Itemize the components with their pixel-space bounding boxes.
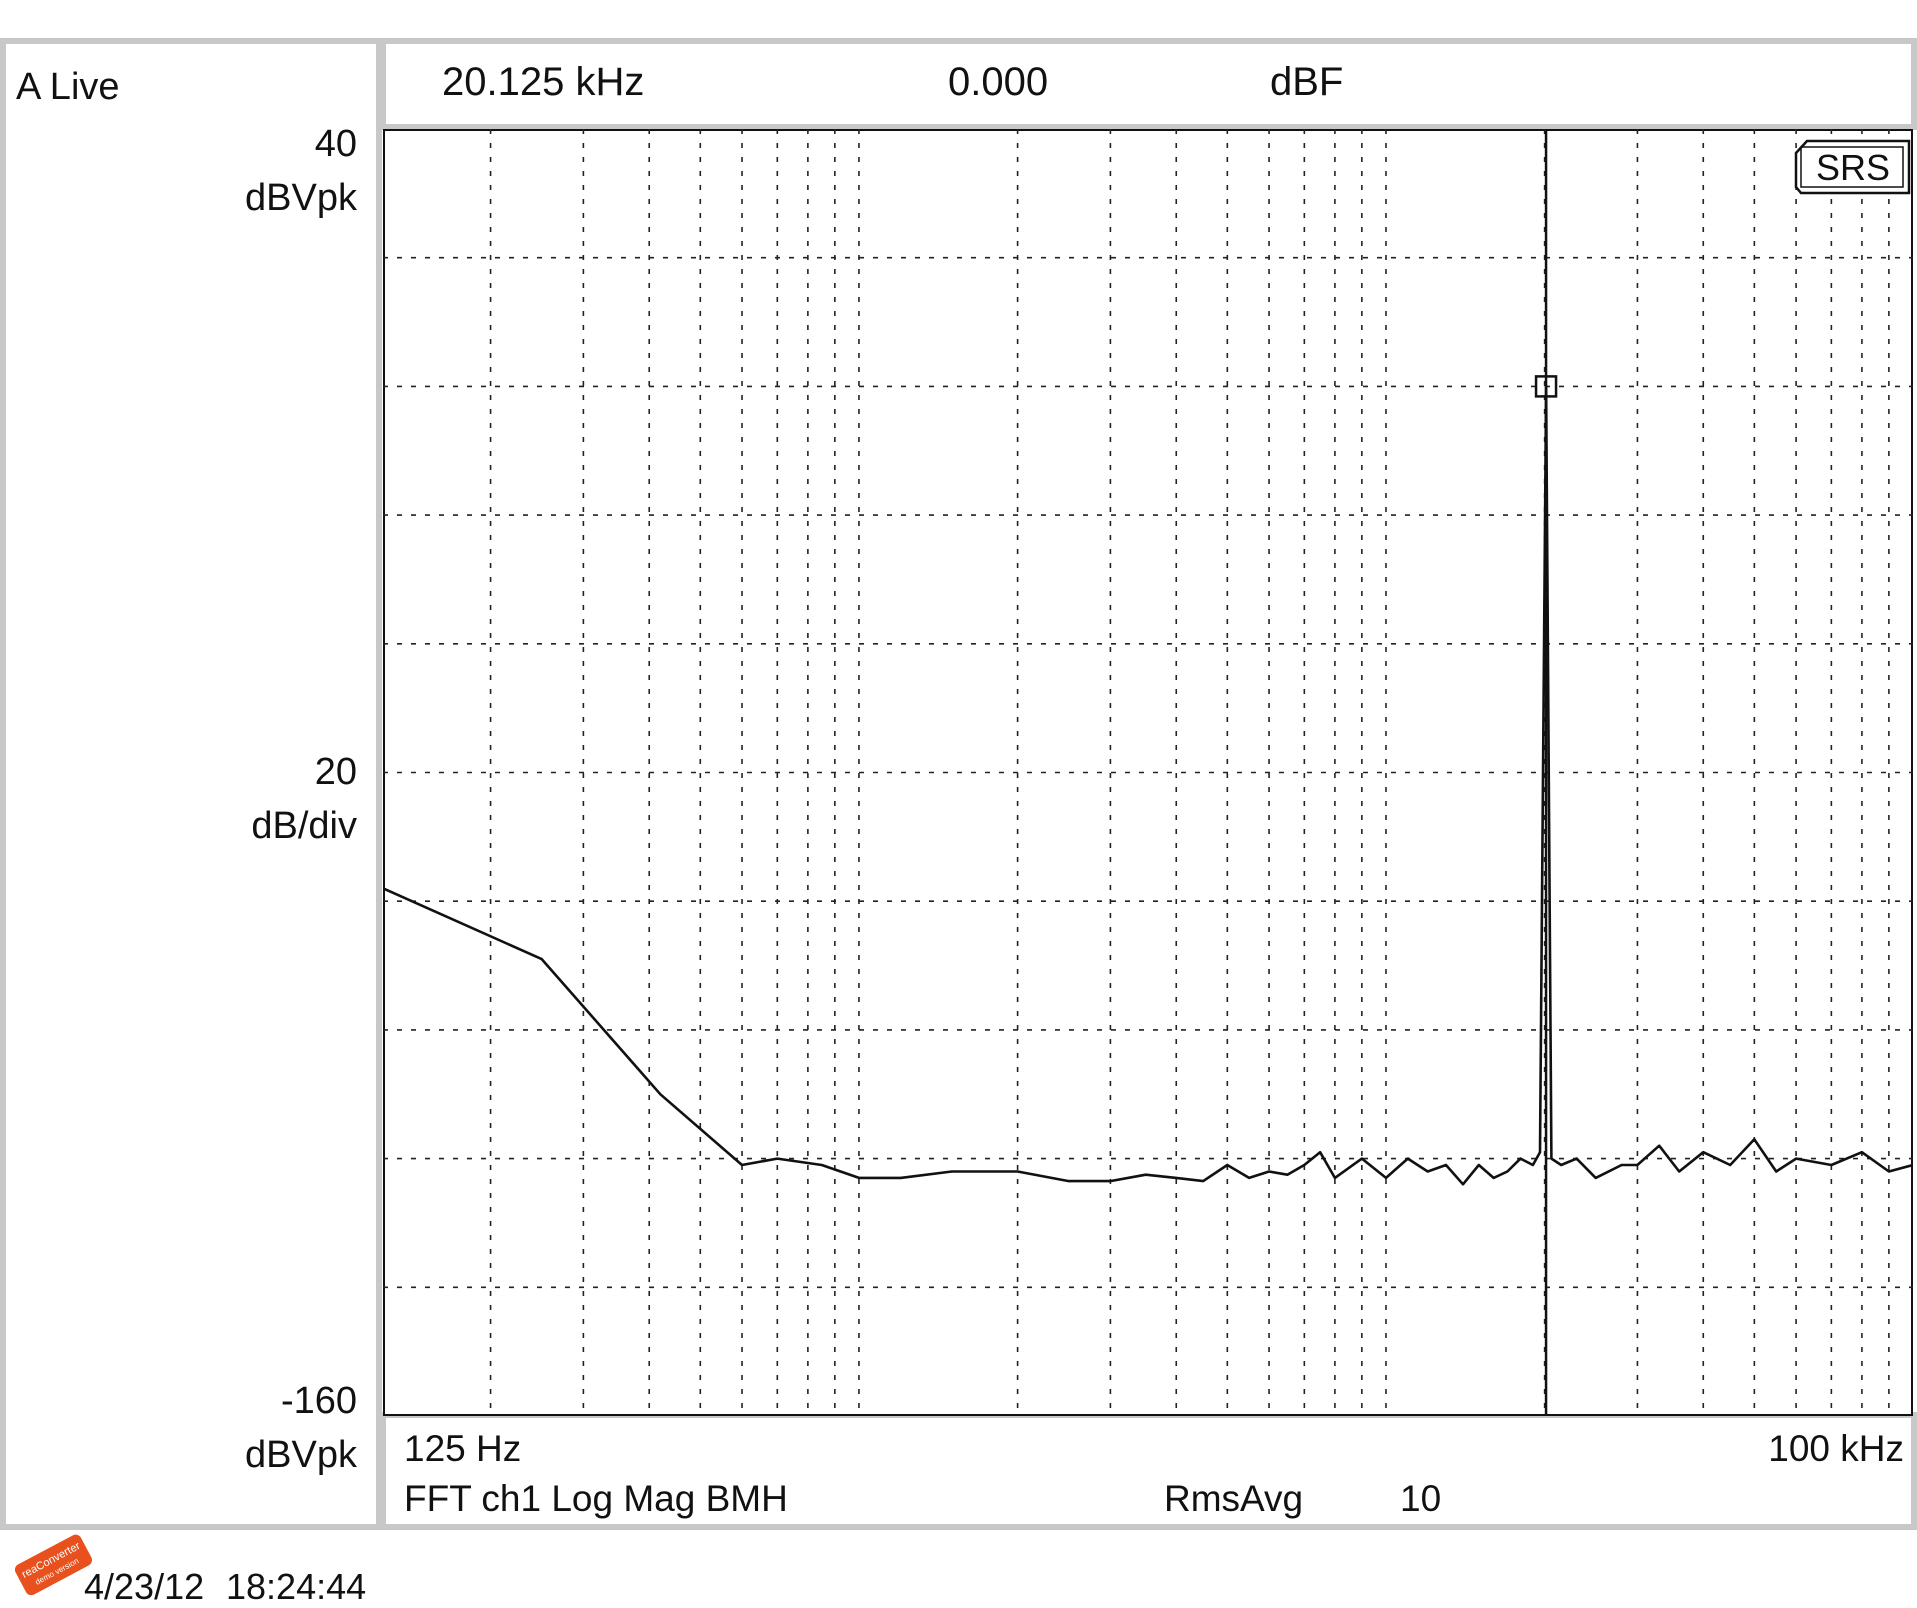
spectrum-plot: SRS bbox=[383, 129, 1913, 1416]
srs-logo: SRS bbox=[1794, 139, 1911, 195]
timestamp-time: 18:24:44 bbox=[226, 1566, 367, 1607]
y-axis-scale-value: 20 bbox=[314, 751, 357, 793]
timestamp-date: 4/23/12 bbox=[84, 1566, 205, 1607]
averaging-label: RmsAvg bbox=[1164, 1478, 1304, 1519]
marker-value: 0.000 bbox=[948, 60, 1049, 104]
x-axis-start: 125 Hz bbox=[404, 1428, 522, 1469]
plot-border bbox=[383, 129, 1913, 1416]
window-title: A Live bbox=[16, 66, 120, 108]
left-panel bbox=[0, 38, 382, 1530]
y-axis-top-value: 40 bbox=[314, 123, 357, 165]
x-axis-end: 100 kHz bbox=[1768, 1428, 1904, 1469]
y-axis-bottom-unit: dBVpk bbox=[245, 1434, 357, 1476]
marker-readout-bar bbox=[380, 38, 1917, 130]
spectrum-trace bbox=[383, 385, 1913, 1186]
averaging-count: 10 bbox=[1400, 1478, 1442, 1519]
marker-unit: dBF bbox=[1270, 60, 1344, 104]
y-axis-scale-unit: dB/div bbox=[251, 805, 357, 847]
marker-frequency: 20.125 kHz bbox=[442, 60, 645, 104]
y-axis-bottom-value: -160 bbox=[280, 1380, 357, 1422]
srs-logo-text: SRS bbox=[1816, 147, 1890, 188]
y-axis-top-unit: dBVpk bbox=[245, 177, 357, 219]
measurement-label: FFT ch1 Log Mag BMH bbox=[404, 1478, 788, 1519]
plot-grid bbox=[383, 129, 1913, 1416]
marker-box bbox=[1534, 375, 1558, 398]
converter-badge: reaConverter demo version bbox=[14, 1534, 93, 1596]
